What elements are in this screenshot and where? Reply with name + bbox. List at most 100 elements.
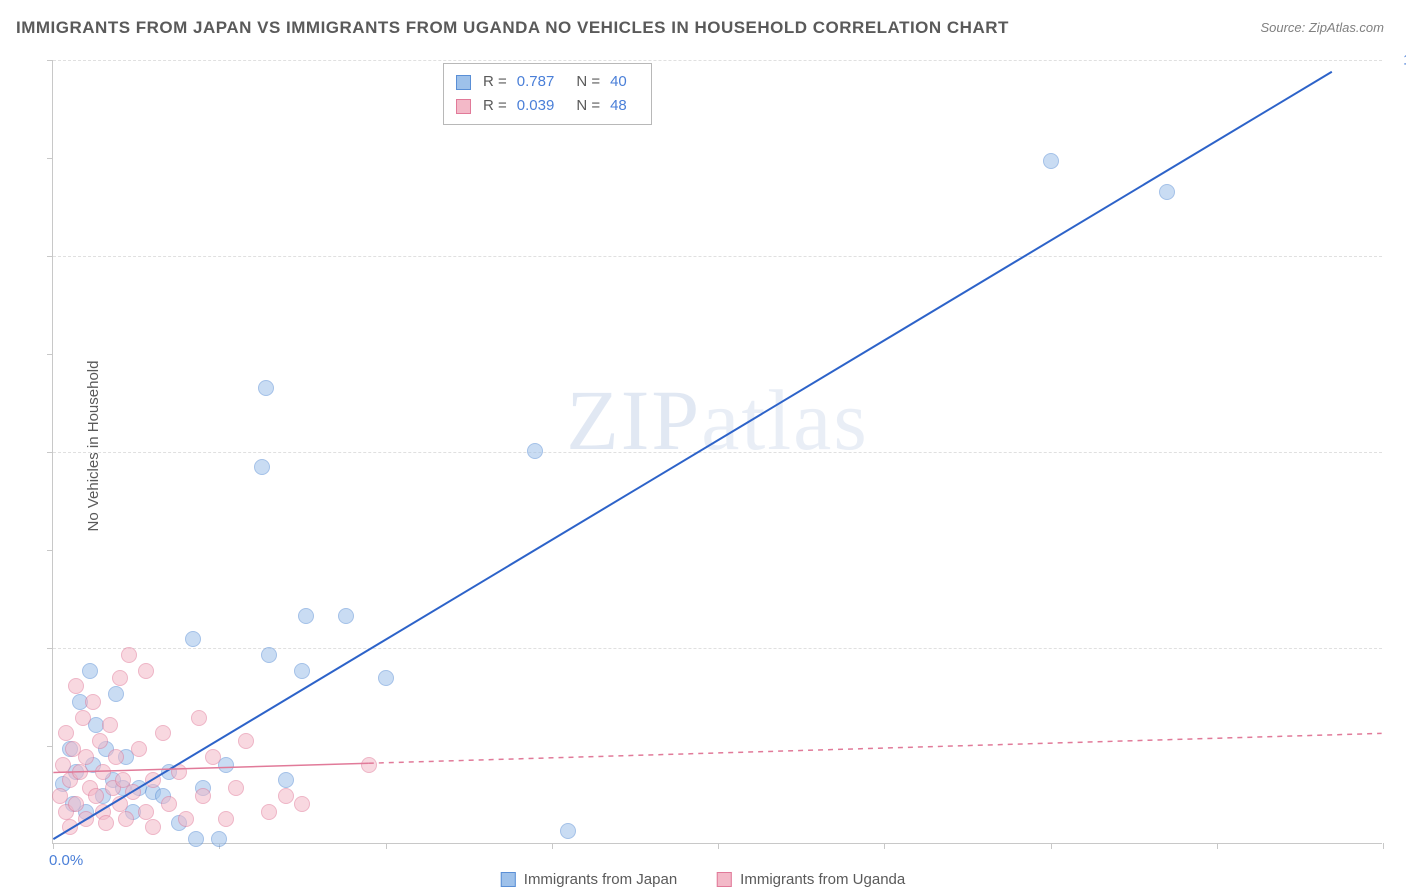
legend-item-2: Immigrants from Uganda [717,871,905,888]
y-tick [47,550,53,551]
data-point-series-2 [108,749,124,765]
gridline-h [53,452,1382,453]
data-point-series-2 [75,710,91,726]
legend-swatch-1 [501,872,516,887]
data-point-series-2 [138,663,154,679]
gridline-h [53,60,1382,61]
data-point-series-2 [238,733,254,749]
data-point-series-2 [92,733,108,749]
data-point-series-2 [112,670,128,686]
source-name: ZipAtlas.com [1309,20,1384,35]
data-point-series-2 [118,811,134,827]
data-point-series-2 [62,819,78,835]
trend-line-series-1 [53,72,1331,839]
data-point-series-2 [361,757,377,773]
x-tick [718,843,719,849]
data-point-series-1 [185,631,201,647]
data-point-series-2 [98,815,114,831]
x-tick [53,843,54,849]
stat-r-label: R = [483,70,507,94]
data-point-series-2 [68,678,84,694]
data-point-series-1 [82,663,98,679]
watermark-thin: atlas [701,372,869,468]
data-point-series-2 [161,796,177,812]
data-point-series-1 [560,823,576,839]
data-point-series-1 [1043,153,1059,169]
stats-row-series-2: R = 0.039 N = 48 [456,94,637,118]
gridline-h [53,648,1382,649]
gridline-h [53,256,1382,257]
legend-label-2: Immigrants from Uganda [740,871,905,888]
x-tick [1051,843,1052,849]
data-point-series-1 [278,772,294,788]
data-point-series-2 [68,796,84,812]
source-attribution: Source: ZipAtlas.com [1260,20,1384,35]
y-tick [47,60,53,61]
data-point-series-2 [228,780,244,796]
swatch-series-2 [456,99,471,114]
stats-box: R = 0.787 N = 40 R = 0.039 N = 48 [443,63,652,125]
y-tick [47,354,53,355]
data-point-series-2 [58,725,74,741]
data-point-series-2 [78,749,94,765]
data-point-series-2 [195,788,211,804]
y-tick [47,158,53,159]
data-point-series-2 [205,749,221,765]
data-point-series-1 [527,443,543,459]
data-point-series-2 [131,741,147,757]
swatch-series-1 [456,75,471,90]
watermark: ZIPatlas [566,370,869,470]
data-point-series-1 [211,831,227,847]
stat-n-label: N = [576,70,600,94]
legend-swatch-2 [717,872,732,887]
stat-r-value-1: 0.787 [517,70,555,94]
data-point-series-2 [72,764,88,780]
data-point-series-2 [55,757,71,773]
data-point-series-1 [1159,184,1175,200]
data-point-series-1 [338,608,354,624]
data-point-series-2 [218,811,234,827]
data-point-series-2 [121,647,137,663]
data-point-series-2 [171,764,187,780]
data-point-series-2 [85,694,101,710]
stat-r-value-2: 0.039 [517,94,555,118]
data-point-series-2 [138,804,154,820]
y-tick [47,746,53,747]
data-point-series-2 [95,764,111,780]
data-point-series-1 [294,663,310,679]
stat-n-value-1: 40 [610,70,627,94]
watermark-bold: ZIP [566,372,701,468]
source-prefix: Source: [1260,20,1308,35]
data-point-series-2 [294,796,310,812]
data-point-series-1 [188,831,204,847]
data-point-series-2 [125,784,141,800]
y-tick [47,452,53,453]
chart-title: IMMIGRANTS FROM JAPAN VS IMMIGRANTS FROM… [16,18,1009,38]
x-tick [884,843,885,849]
data-point-series-1 [378,670,394,686]
data-point-series-2 [112,796,128,812]
trend-line-dashed-series-2 [369,733,1382,763]
x-tick [1383,843,1384,849]
data-point-series-1 [298,608,314,624]
data-point-series-2 [78,811,94,827]
data-point-series-2 [145,819,161,835]
x-tick [1217,843,1218,849]
plot-area: ZIPatlas 25.0%50.0%75.0%100.0% R = 0.787… [52,60,1382,844]
data-point-series-2 [102,717,118,733]
data-point-series-2 [261,804,277,820]
x-tick [552,843,553,849]
data-point-series-2 [52,788,68,804]
data-point-series-1 [261,647,277,663]
data-point-series-1 [218,757,234,773]
stats-row-series-1: R = 0.787 N = 40 [456,70,637,94]
legend-item-1: Immigrants from Japan [501,871,677,888]
stat-n-label: N = [576,94,600,118]
stat-r-label: R = [483,94,507,118]
stat-n-value-2: 48 [610,94,627,118]
y-tick [47,648,53,649]
data-point-series-2 [155,725,171,741]
data-point-series-2 [191,710,207,726]
y-tick [47,256,53,257]
x-axis-min-label: 0.0% [49,852,83,869]
